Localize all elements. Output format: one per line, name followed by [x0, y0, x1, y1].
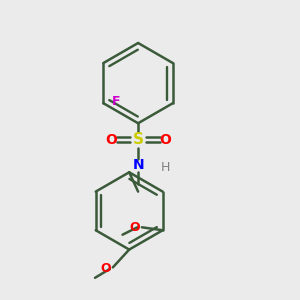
Text: H: H	[160, 161, 170, 174]
Text: O: O	[130, 221, 140, 234]
Text: O: O	[105, 133, 117, 147]
Text: S: S	[133, 132, 144, 147]
Text: O: O	[101, 262, 111, 275]
Text: F: F	[112, 95, 120, 108]
Text: O: O	[159, 133, 171, 147]
Text: N: N	[132, 158, 144, 172]
